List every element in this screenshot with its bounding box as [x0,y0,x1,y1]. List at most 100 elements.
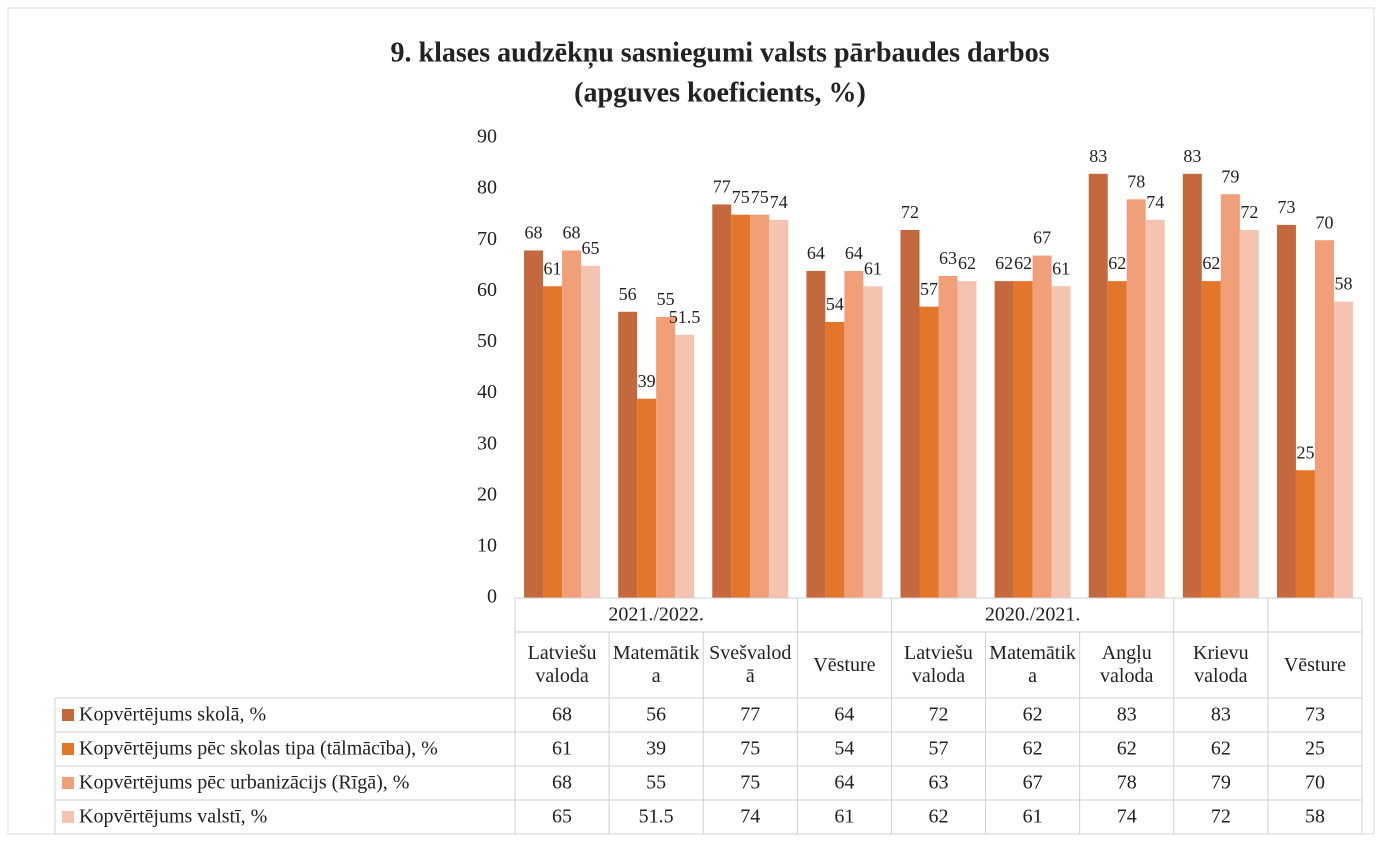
table-value: 78 [1117,772,1137,794]
table-value: 68 [552,704,572,726]
table-value: 56 [646,704,666,726]
y-tick-label: 60 [477,279,497,301]
legend-key [62,777,74,789]
x-tick-label: Krievu valoda [1193,642,1249,687]
bar [562,250,582,598]
value-label: 56 [619,284,637,304]
x-tick-label: Matemātika [612,642,700,687]
value-label: 83 [1089,146,1107,166]
value-label: 73 [1277,197,1295,217]
value-label: 83 [1183,146,1201,166]
table-value: 25 [1305,738,1325,760]
chart-subtitle: (apguves koeficients, %) [574,77,866,108]
value-label: 74 [770,192,788,212]
value-label: 62 [1014,253,1032,273]
value-label: 54 [826,294,844,314]
y-tick-label: 40 [477,381,497,403]
group-label: 2020./2021. [985,604,1081,626]
x-tick-label: Matemātika [989,642,1076,687]
bar [656,316,676,598]
value-label: 78 [1127,171,1145,191]
bar [1126,199,1146,599]
table-value: 70 [1305,772,1325,794]
table-value: 67 [1023,772,1043,794]
table-value: 75 [740,772,760,794]
bar [637,398,657,598]
table-value: 74 [1117,806,1137,828]
bar [1107,281,1127,598]
bar [1314,240,1334,598]
table-value: 62 [1211,738,1231,760]
bar [1295,470,1315,598]
bar [769,219,789,598]
table-value: 65 [552,806,572,828]
value-label: 57 [920,279,938,299]
value-label: 74 [1146,192,1164,212]
table-value: 83 [1211,704,1231,726]
value-label: 25 [1296,442,1314,462]
value-label: 62 [995,253,1013,273]
table-value: 75 [740,738,760,760]
group-label: 2021./2022. [608,604,704,626]
value-label: 77 [713,177,731,197]
value-label: 64 [807,243,825,263]
legend-label: Kopvērtējums pēc urbanizācijs (Rīgā), % [79,772,409,794]
bar [919,306,939,598]
value-label: 72 [901,202,919,222]
bar [844,270,864,598]
value-label: 65 [582,238,600,258]
bar [1182,173,1202,598]
value-label: 62 [1108,253,1126,273]
bar [581,265,601,598]
bar [750,214,770,598]
y-tick-label: 90 [477,126,497,148]
table-value: 62 [929,806,949,828]
bar [675,334,695,598]
chart-title: 9. klases audzēkņu sasniegumi valsts pār… [391,37,1050,69]
value-label: 63 [939,248,957,268]
value-label: 61 [544,258,562,278]
x-tick-label: Vēsture [1283,653,1347,676]
table-value: 61 [552,738,572,760]
value-label: 79 [1221,166,1239,186]
table-value: 79 [1211,772,1231,794]
x-tick-label: Vēsture [813,653,876,676]
table-value: 57 [929,738,949,760]
value-label: 68 [525,223,543,243]
bar [900,230,920,598]
bar [1276,224,1296,598]
table-value: 39 [646,738,666,760]
table-value: 64 [834,704,854,726]
y-tick-label: 20 [477,483,497,505]
x-tick-label: Svešvalodā [709,642,792,687]
table-value: 55 [646,772,666,794]
legend-key [62,811,74,823]
table-value: 54 [834,738,854,760]
y-tick-label: 70 [477,228,497,250]
value-label: 72 [1240,202,1258,222]
bar [994,281,1014,598]
bar [957,281,977,598]
value-label: 55 [657,289,675,309]
table-value: 77 [740,704,760,726]
x-tick-label: Latviešu valoda [904,642,973,687]
bar [1201,281,1221,598]
table-value: 58 [1305,806,1325,828]
table-value: 62 [1023,738,1043,760]
value-label: 61 [864,258,882,278]
bar [1032,255,1052,599]
bar [863,286,883,598]
value-label: 61 [1052,258,1070,278]
bar [618,311,638,598]
legend-label: Kopvērtējums valstī, % [79,806,267,828]
bar [712,204,732,598]
legend-key [62,709,74,721]
bar [1013,281,1033,598]
value-label: 62 [1202,253,1220,273]
bar [806,270,826,598]
value-label: 70 [1315,212,1333,232]
bar [1145,219,1165,598]
y-tick-label: 50 [477,330,497,352]
